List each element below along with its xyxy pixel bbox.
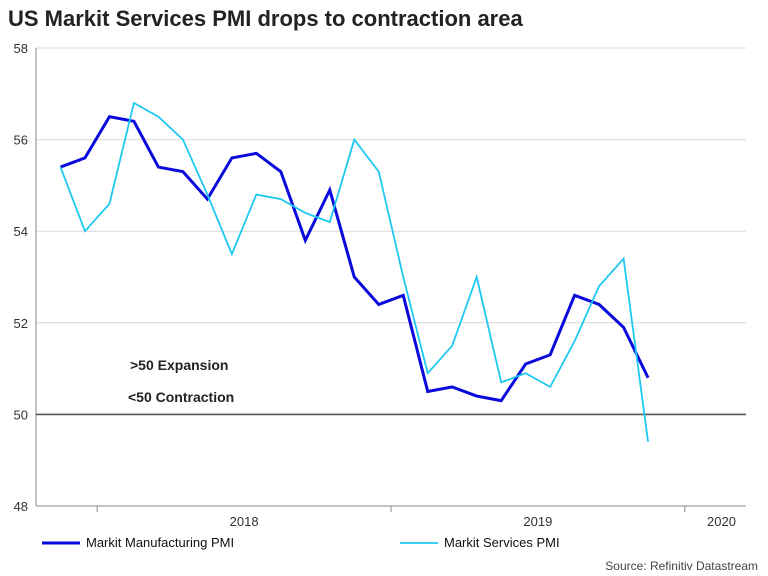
gridlines <box>36 47 746 507</box>
y-tick-labels: 48 50 52 54 56 58 <box>14 41 28 514</box>
annotation-expansion: >50 Expansion <box>130 357 228 373</box>
y-tick-label: 54 <box>14 224 28 239</box>
y-tick-label: 58 <box>14 41 28 56</box>
x-tick-label-2020: 2020 <box>707 514 736 529</box>
y-tick-label: 52 <box>14 316 28 331</box>
y-tick-label: 50 <box>14 407 28 422</box>
legend: Markit Manufacturing PMI Markit Services … <box>42 535 560 550</box>
x-tick-labels: 2018 2019 2020 <box>230 514 736 529</box>
source-label: Source: Refinitiv Datastream <box>605 559 758 573</box>
legend-label-2: Markit Services PMI <box>444 535 560 550</box>
chart-title: US Markit Services PMI drops to contract… <box>8 6 523 31</box>
annotation-contraction: <50 Contraction <box>128 389 234 405</box>
series-line-markit-manufacturing-pmi <box>59 115 650 403</box>
y-tick-label: 48 <box>14 499 28 514</box>
annotations: >50 Expansion <50 Contraction <box>128 357 234 405</box>
series-line-markit-services-pmi <box>59 101 649 442</box>
legend-label-1: Markit Manufacturing PMI <box>86 535 234 550</box>
y-tick-label: 56 <box>14 133 28 148</box>
series-lines <box>59 101 650 442</box>
x-tick-label-2018: 2018 <box>230 514 259 529</box>
axes <box>35 48 746 512</box>
x-tick-label-2019: 2019 <box>523 514 552 529</box>
